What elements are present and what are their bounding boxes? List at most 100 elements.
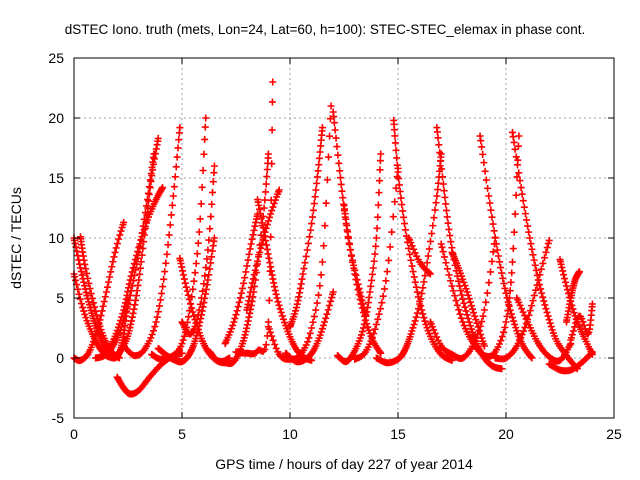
data-point-marker [128,268,136,276]
data-point-marker [84,274,92,282]
data-point-marker [339,194,347,202]
data-point-marker [91,303,99,311]
data-point-marker [197,200,205,208]
data-point-marker [433,192,441,200]
data-point-marker [337,180,345,188]
data-point-marker [164,241,172,249]
data-series [433,124,506,373]
data-point-marker [519,197,527,205]
data-point-marker [509,133,517,141]
data-point-marker [367,282,375,290]
data-point-marker [143,196,151,204]
data-point-marker [74,285,82,293]
data-point-marker [244,256,252,264]
data-point-marker [308,324,316,332]
data-point-marker [460,299,468,307]
data-point-marker [196,318,204,326]
data-point-marker [397,194,405,202]
data-point-marker [321,222,329,230]
data-point-marker [588,350,596,358]
data-point-marker [511,320,519,328]
data-series [567,300,596,344]
data-point-marker [464,291,472,299]
data-point-marker [376,305,384,313]
data-point-marker [517,334,525,342]
data-point-marker [353,276,361,284]
data-point-marker [210,169,218,177]
data-point-marker [127,272,135,280]
data-point-marker [201,135,209,143]
data-point-marker [547,323,555,331]
data-point-marker [301,259,309,267]
data-point-marker [369,264,377,272]
data-point-marker [457,287,465,295]
data-point-marker [372,320,380,328]
data-point-marker [408,262,416,270]
data-point-marker [159,184,167,192]
data-point-marker [400,220,408,228]
data-point-marker [438,243,446,251]
data-point-marker [204,276,212,284]
data-point-marker [410,273,418,281]
data-point-marker [106,273,114,281]
data-point-marker [463,288,471,296]
data-series [282,288,337,366]
data-series [221,210,262,348]
data-point-marker [315,291,323,299]
data-point-marker [379,292,387,300]
data-point-marker [131,301,139,309]
data-point-marker [368,333,376,341]
data-point-marker [562,282,570,290]
data-point-marker [408,327,416,335]
data-point-marker [79,304,87,312]
data-point-marker [246,288,254,296]
y-tick-label: 0 [56,350,64,366]
data-point-marker [259,224,267,232]
data-point-marker [179,336,187,344]
data-point-marker [302,341,310,349]
data-point-marker [428,323,436,331]
data-point-marker [71,273,79,281]
data-point-marker [179,267,187,275]
data-point-marker [120,218,128,226]
data-point-marker [319,321,327,329]
data-point-marker [444,219,452,227]
data-series [405,234,434,278]
data-point-marker [170,183,178,191]
data-point-marker [436,149,444,157]
data-point-marker [147,170,155,177]
data-point-marker [419,284,427,292]
data-point-marker [129,309,137,317]
data-point-marker [357,292,365,300]
data-point-marker [418,290,426,298]
data-point-marker [189,285,197,293]
data-point-marker [454,277,462,285]
data-point-marker [516,301,524,309]
data-point-marker [462,285,470,293]
data-point-marker [268,207,276,215]
data-point-marker [569,305,577,313]
data-point-marker [439,173,447,181]
data-point-marker [359,324,367,332]
data-point-marker [146,176,154,184]
data-series [545,348,596,375]
data-point-marker [508,269,516,277]
data-point-marker [133,251,141,259]
data-point-marker [349,256,357,264]
data-point-marker [470,309,478,317]
data-point-marker [248,235,256,243]
data-point-marker [318,325,326,333]
data-point-marker [248,279,256,287]
data-point-marker [274,298,282,306]
data-point-marker [195,322,203,330]
data-series [176,254,234,366]
data-point-marker [266,328,274,336]
data-point-marker [251,266,259,274]
data-point-marker [486,199,494,207]
data-point-marker [393,161,401,169]
data-point-marker [313,173,321,181]
data-point-marker [320,242,328,250]
data-point-marker [300,265,308,273]
data-point-marker [401,226,409,234]
data-point-marker [306,233,314,241]
